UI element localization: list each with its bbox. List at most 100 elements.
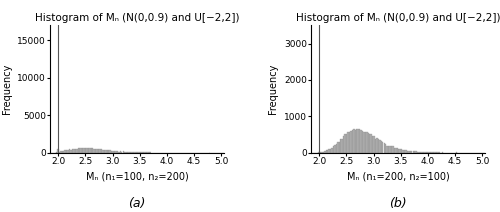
Bar	[118, 152, 120, 153]
Bar	[337, 142, 338, 153]
Bar	[366, 132, 368, 153]
Bar	[112, 151, 114, 153]
Bar	[330, 149, 332, 153]
X-axis label: Mₙ (n₁=200, n₂=100): Mₙ (n₁=200, n₂=100)	[346, 171, 450, 181]
Bar	[78, 148, 79, 153]
Bar	[353, 129, 354, 153]
Bar	[385, 144, 386, 153]
Bar	[126, 152, 127, 153]
Bar	[120, 151, 121, 153]
Bar	[412, 151, 414, 153]
Y-axis label: Frequency: Frequency	[268, 64, 278, 114]
Bar	[398, 149, 400, 153]
Bar	[62, 151, 63, 153]
Bar	[368, 133, 369, 153]
Bar	[98, 149, 100, 153]
Bar	[74, 149, 76, 153]
Bar	[408, 151, 410, 153]
Bar	[404, 150, 405, 153]
Text: (b): (b)	[389, 197, 407, 210]
Bar	[338, 142, 340, 153]
Bar	[326, 150, 327, 153]
Bar	[90, 148, 92, 153]
Bar	[427, 152, 428, 153]
Bar	[70, 149, 72, 153]
Bar	[140, 152, 141, 153]
Bar	[421, 152, 422, 153]
Bar	[122, 152, 124, 153]
Bar	[76, 149, 78, 153]
Bar	[375, 139, 376, 153]
Bar	[420, 152, 421, 153]
Bar	[84, 148, 85, 153]
Bar	[372, 135, 374, 153]
Bar	[376, 138, 378, 153]
Bar	[104, 150, 105, 153]
Bar	[430, 152, 432, 153]
Bar	[350, 131, 352, 153]
Bar	[402, 150, 404, 153]
Y-axis label: Frequency: Frequency	[2, 64, 12, 114]
Bar	[380, 141, 382, 153]
Bar	[324, 151, 326, 153]
Bar	[95, 149, 96, 153]
Bar	[124, 152, 126, 153]
Bar	[411, 151, 412, 153]
Bar	[360, 130, 362, 153]
Bar	[438, 152, 440, 153]
Bar	[332, 148, 333, 153]
Bar	[363, 132, 364, 153]
Bar	[127, 152, 128, 153]
Bar	[92, 148, 94, 153]
Bar	[57, 149, 58, 153]
Bar	[105, 150, 106, 153]
Bar	[114, 151, 115, 153]
Bar	[58, 152, 60, 153]
Bar	[102, 150, 104, 153]
Bar	[121, 152, 122, 153]
Bar	[358, 129, 359, 153]
Bar	[406, 151, 408, 153]
Bar	[60, 151, 62, 153]
Bar	[108, 150, 110, 153]
Bar	[100, 149, 102, 153]
Bar	[132, 152, 134, 153]
Bar	[348, 132, 350, 153]
Bar	[56, 152, 58, 153]
Bar	[414, 151, 416, 153]
Bar	[138, 152, 140, 153]
Bar	[73, 149, 74, 153]
Bar	[395, 148, 396, 153]
Text: (a): (a)	[128, 197, 146, 210]
Bar	[388, 146, 390, 153]
Bar	[322, 152, 324, 153]
Bar	[374, 136, 375, 153]
Bar	[106, 150, 108, 153]
Bar	[340, 139, 342, 153]
Bar	[390, 146, 391, 153]
Bar	[400, 149, 401, 153]
Bar	[336, 144, 337, 153]
Bar	[410, 151, 411, 153]
Bar	[392, 146, 394, 153]
Bar	[131, 152, 132, 153]
Bar	[328, 149, 330, 153]
Bar	[66, 150, 68, 153]
Bar	[111, 151, 112, 153]
Bar	[391, 146, 392, 153]
Bar	[327, 151, 328, 153]
Bar	[396, 148, 398, 153]
Bar	[148, 152, 150, 153]
Bar	[422, 152, 424, 153]
Bar	[333, 146, 334, 153]
Bar	[88, 148, 89, 153]
Bar	[68, 150, 69, 153]
Bar	[364, 132, 366, 153]
Bar	[318, 152, 320, 153]
Bar	[405, 151, 406, 153]
Bar	[342, 139, 343, 153]
Bar	[382, 142, 384, 153]
Bar	[418, 152, 420, 153]
Bar	[356, 129, 358, 153]
Bar	[433, 152, 434, 153]
